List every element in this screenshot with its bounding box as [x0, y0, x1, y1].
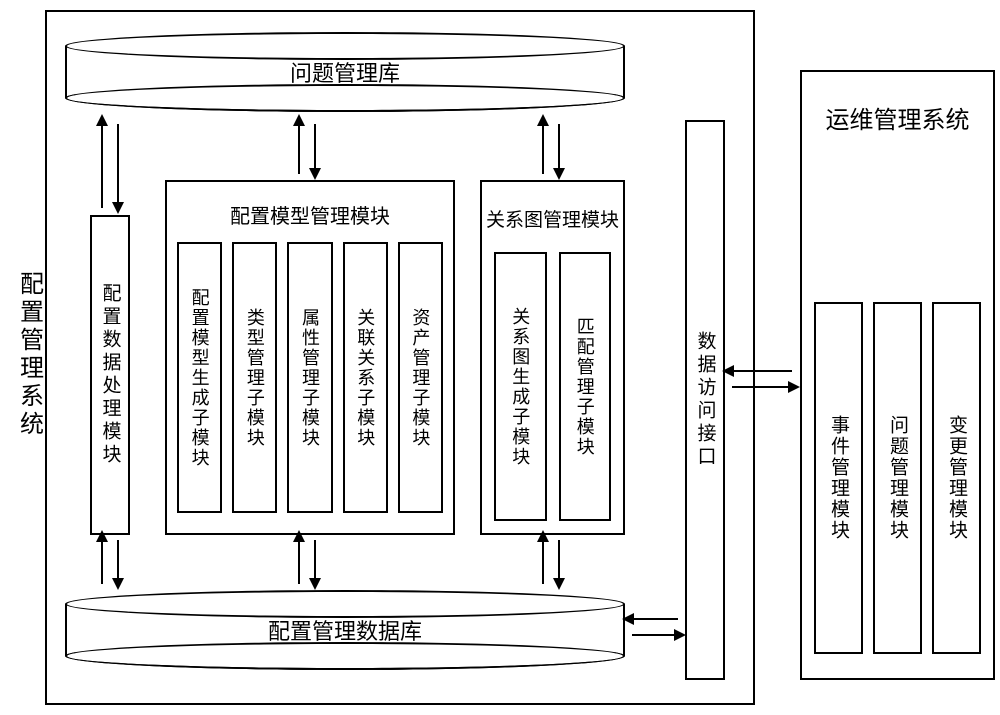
arrow — [298, 540, 300, 584]
change-mgmt-module: 变更管理模块 — [932, 302, 981, 654]
relation-graph-mgmt-title: 关系图管理模块 — [482, 182, 623, 252]
config-mgmt-system-title: 配置管理系统 — [15, 225, 43, 485]
ops-mgmt-system-title: 运维管理系统 — [802, 72, 993, 172]
arrow — [101, 124, 103, 208]
arrow-head — [788, 381, 800, 393]
arrow-head — [309, 168, 321, 180]
config-model-gen-sub: 配置模型生成子模块 — [177, 242, 222, 513]
relation-graph-gen-sub: 关系图生成子模块 — [494, 252, 547, 521]
arrow — [542, 540, 544, 584]
arrow-head — [537, 114, 549, 126]
type-mgmt-sub: 类型管理子模块 — [232, 242, 277, 513]
arrow — [632, 618, 678, 620]
arrow-head — [96, 114, 108, 126]
arrow — [542, 124, 544, 174]
config-model-mgmt-title: 配置模型管理模块 — [167, 182, 453, 242]
event-mgmt-module: 事件管理模块 — [814, 302, 863, 654]
arrow — [732, 386, 792, 388]
arrow — [314, 124, 316, 174]
arrow — [732, 370, 792, 372]
arrow-head — [293, 530, 305, 542]
arrow-head — [553, 578, 565, 590]
config-data-processing-module: 配置数据处理模块 — [90, 215, 130, 535]
asset-mgmt-sub: 资产管理子模块 — [398, 242, 443, 513]
problem-mgmt-db-cylinder: 问题管理库 — [65, 32, 625, 112]
arrow — [558, 124, 560, 174]
arrow — [674, 629, 686, 641]
match-mgmt-sub: 匹配管理子模块 — [559, 252, 612, 521]
arrow — [117, 124, 119, 208]
arrow-head — [112, 578, 124, 590]
config-model-mgmt-group: 配置模型管理模块 配置模型生成子模块 类型管理子模块 属性管理子模块 关联关系子… — [165, 180, 455, 535]
config-mgmt-db-cylinder: 配置管理数据库 — [65, 590, 625, 670]
problem-mgmt-module: 问题管理模块 — [873, 302, 922, 654]
arrow-head — [722, 365, 734, 377]
attr-mgmt-sub: 属性管理子模块 — [287, 242, 332, 513]
arrow-head — [553, 168, 565, 180]
ops-mgmt-system-box: 运维管理系统 事件管理模块 问题管理模块 变更管理模块 — [800, 70, 995, 680]
arrow-head — [309, 578, 321, 590]
arrow-head — [96, 530, 108, 542]
arrow — [632, 634, 678, 636]
rel-mgmt-sub: 关联关系子模块 — [343, 242, 388, 513]
relation-graph-mgmt-group: 关系图管理模块 关系图生成子模块 匹配管理子模块 — [480, 180, 625, 535]
arrow — [298, 124, 300, 174]
arrow — [622, 613, 634, 625]
arrow-head — [112, 202, 124, 214]
data-access-interface: 数据访问接口 — [685, 120, 725, 680]
arrow-head — [537, 530, 549, 542]
arrow-head — [293, 114, 305, 126]
diagram-canvas: 配置管理系统 问题管理库 配置管理数据库 配置数据处理模块 配置模型管理模块 配… — [0, 0, 1000, 715]
arrow — [101, 540, 103, 584]
